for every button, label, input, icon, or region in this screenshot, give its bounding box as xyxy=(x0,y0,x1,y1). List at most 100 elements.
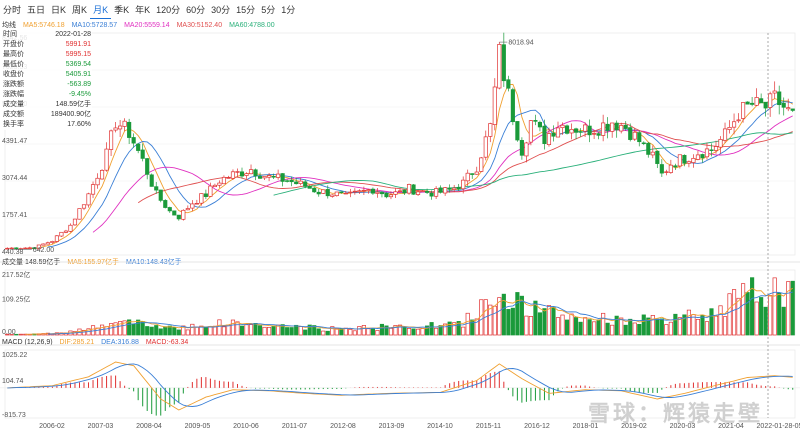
candle-body xyxy=(497,44,502,89)
volume-bar xyxy=(722,316,728,336)
tab-7[interactable]: 120分 xyxy=(156,5,181,15)
candle-body xyxy=(348,191,353,194)
candle-body xyxy=(257,176,263,179)
volume-bar xyxy=(352,330,357,336)
macd-legend: MACD (12,26,9) DIF:285.21 DEA:316.88 MAC… xyxy=(2,339,193,346)
info-value: -9.45% xyxy=(68,91,91,98)
candle-body xyxy=(307,186,312,189)
candle-body xyxy=(203,193,208,197)
ma60-line xyxy=(273,132,793,196)
volume-bar xyxy=(109,323,114,336)
candle-body xyxy=(127,121,132,138)
candle-body xyxy=(637,132,642,143)
volume-bar xyxy=(628,318,633,336)
ma-legend: 均线 MA5:5746.18 MA10:5728.57 MA20:5559.14… xyxy=(2,20,280,30)
tab-9[interactable]: 30分 xyxy=(211,5,231,15)
volume-bar xyxy=(194,326,199,336)
tab-11[interactable]: 5分 xyxy=(261,5,276,15)
x-tick-label: 2009-05 xyxy=(185,423,211,430)
tab-1[interactable]: 五日 xyxy=(27,5,46,15)
price-tick-label: 3074.44 xyxy=(2,175,27,182)
volume-bar xyxy=(104,326,109,336)
tab-0[interactable]: 分时 xyxy=(3,5,22,15)
volume-bar xyxy=(366,328,371,336)
volume-bar xyxy=(619,317,624,336)
macd-tick-label: -815.73 xyxy=(2,412,26,419)
x-tick-label: 2011-07 xyxy=(282,423,307,430)
volume-bar xyxy=(438,325,443,336)
tab-2[interactable]: 日K xyxy=(51,5,67,15)
tab-3[interactable]: 周K xyxy=(72,5,88,15)
volume-tick-label: 0.00 xyxy=(2,329,16,336)
volume-bar xyxy=(790,280,795,336)
candle-body xyxy=(759,98,764,104)
candle-body xyxy=(750,102,755,105)
quote-info-box: 时间 2022-01-28 开盘价 5991.91 最高价 5995.15 最低价 5369.… xyxy=(2,30,92,130)
volume-bar xyxy=(181,325,186,336)
tab-5[interactable]: 季K xyxy=(114,5,130,15)
volume-bar xyxy=(217,319,222,336)
tab-12[interactable]: 1分 xyxy=(281,5,296,15)
candle-body xyxy=(573,128,579,133)
candle-body xyxy=(506,79,511,89)
candle-body xyxy=(605,123,610,131)
candle-body xyxy=(95,177,100,186)
volume-bar xyxy=(515,292,520,336)
volume-bar xyxy=(154,325,159,336)
candle-body xyxy=(384,193,389,198)
volume-bar xyxy=(312,325,317,336)
info-value: 5405.91 xyxy=(65,71,91,78)
candle-body xyxy=(461,179,466,190)
volume-bar xyxy=(321,330,326,336)
vol-legend: 成交量 148.59亿手 MA5:155.97亿手 MA10:148.43亿手 xyxy=(2,257,187,267)
volume-bar xyxy=(208,326,213,336)
candle-body xyxy=(686,161,691,164)
ma20-line xyxy=(92,115,793,233)
volume-bar xyxy=(420,328,425,336)
ma30-legend: MA30:5152.40 xyxy=(176,22,223,29)
tab-6[interactable]: 年K xyxy=(135,5,151,15)
candle-body xyxy=(366,189,371,192)
volume-bar xyxy=(650,315,655,336)
volume-bar xyxy=(587,319,592,336)
period-tabs: 分时 五日 日K 周K 月K 季K 年K 120分 60分 30分 15分 5分 1分 xyxy=(0,0,800,20)
volume-bar xyxy=(361,325,366,336)
volume-bar xyxy=(524,315,529,336)
candle-body xyxy=(99,170,105,180)
candle-body xyxy=(379,192,385,195)
stock-chart[interactable]: 8342.567025.535708.504391.473074.441757.… xyxy=(0,20,800,433)
volume-bar xyxy=(474,318,479,336)
x-tick-label: 2006-02 xyxy=(39,423,65,430)
macd-title: MACD (12,26,9) xyxy=(2,339,53,346)
volume-bar xyxy=(402,326,407,336)
volume-bar xyxy=(546,305,552,336)
volume-bar xyxy=(235,321,240,336)
x-tick-label: 2021-04 xyxy=(718,423,744,430)
price-tick-label: 440.38 xyxy=(2,249,24,256)
volume-bar xyxy=(601,312,606,336)
candle-body xyxy=(415,191,421,195)
volume-bar xyxy=(348,328,353,336)
low-label: 642.00 xyxy=(33,247,55,254)
candle-body xyxy=(239,171,245,177)
volume-bar xyxy=(370,328,375,336)
volume-bar xyxy=(731,289,737,336)
candle-body xyxy=(217,182,222,186)
candle-body xyxy=(546,133,552,145)
candle-body xyxy=(438,187,443,193)
volume-bar xyxy=(330,326,335,336)
tab-4[interactable]: 月K xyxy=(90,2,112,19)
volume-bar xyxy=(221,326,227,336)
candle-body xyxy=(447,187,452,190)
tab-8[interactable]: 60分 xyxy=(186,5,206,15)
candle-body xyxy=(682,154,687,164)
candle-body xyxy=(32,247,37,250)
tab-10[interactable]: 15分 xyxy=(236,5,256,15)
volume-bar xyxy=(560,314,565,336)
volume-bar xyxy=(741,283,746,336)
candle-body xyxy=(235,171,240,173)
candle-body xyxy=(194,202,199,205)
candle-body xyxy=(722,128,728,141)
x-tick-label: 2008-04 xyxy=(136,423,162,430)
info-row: 最高价 5995.15 xyxy=(2,50,92,60)
